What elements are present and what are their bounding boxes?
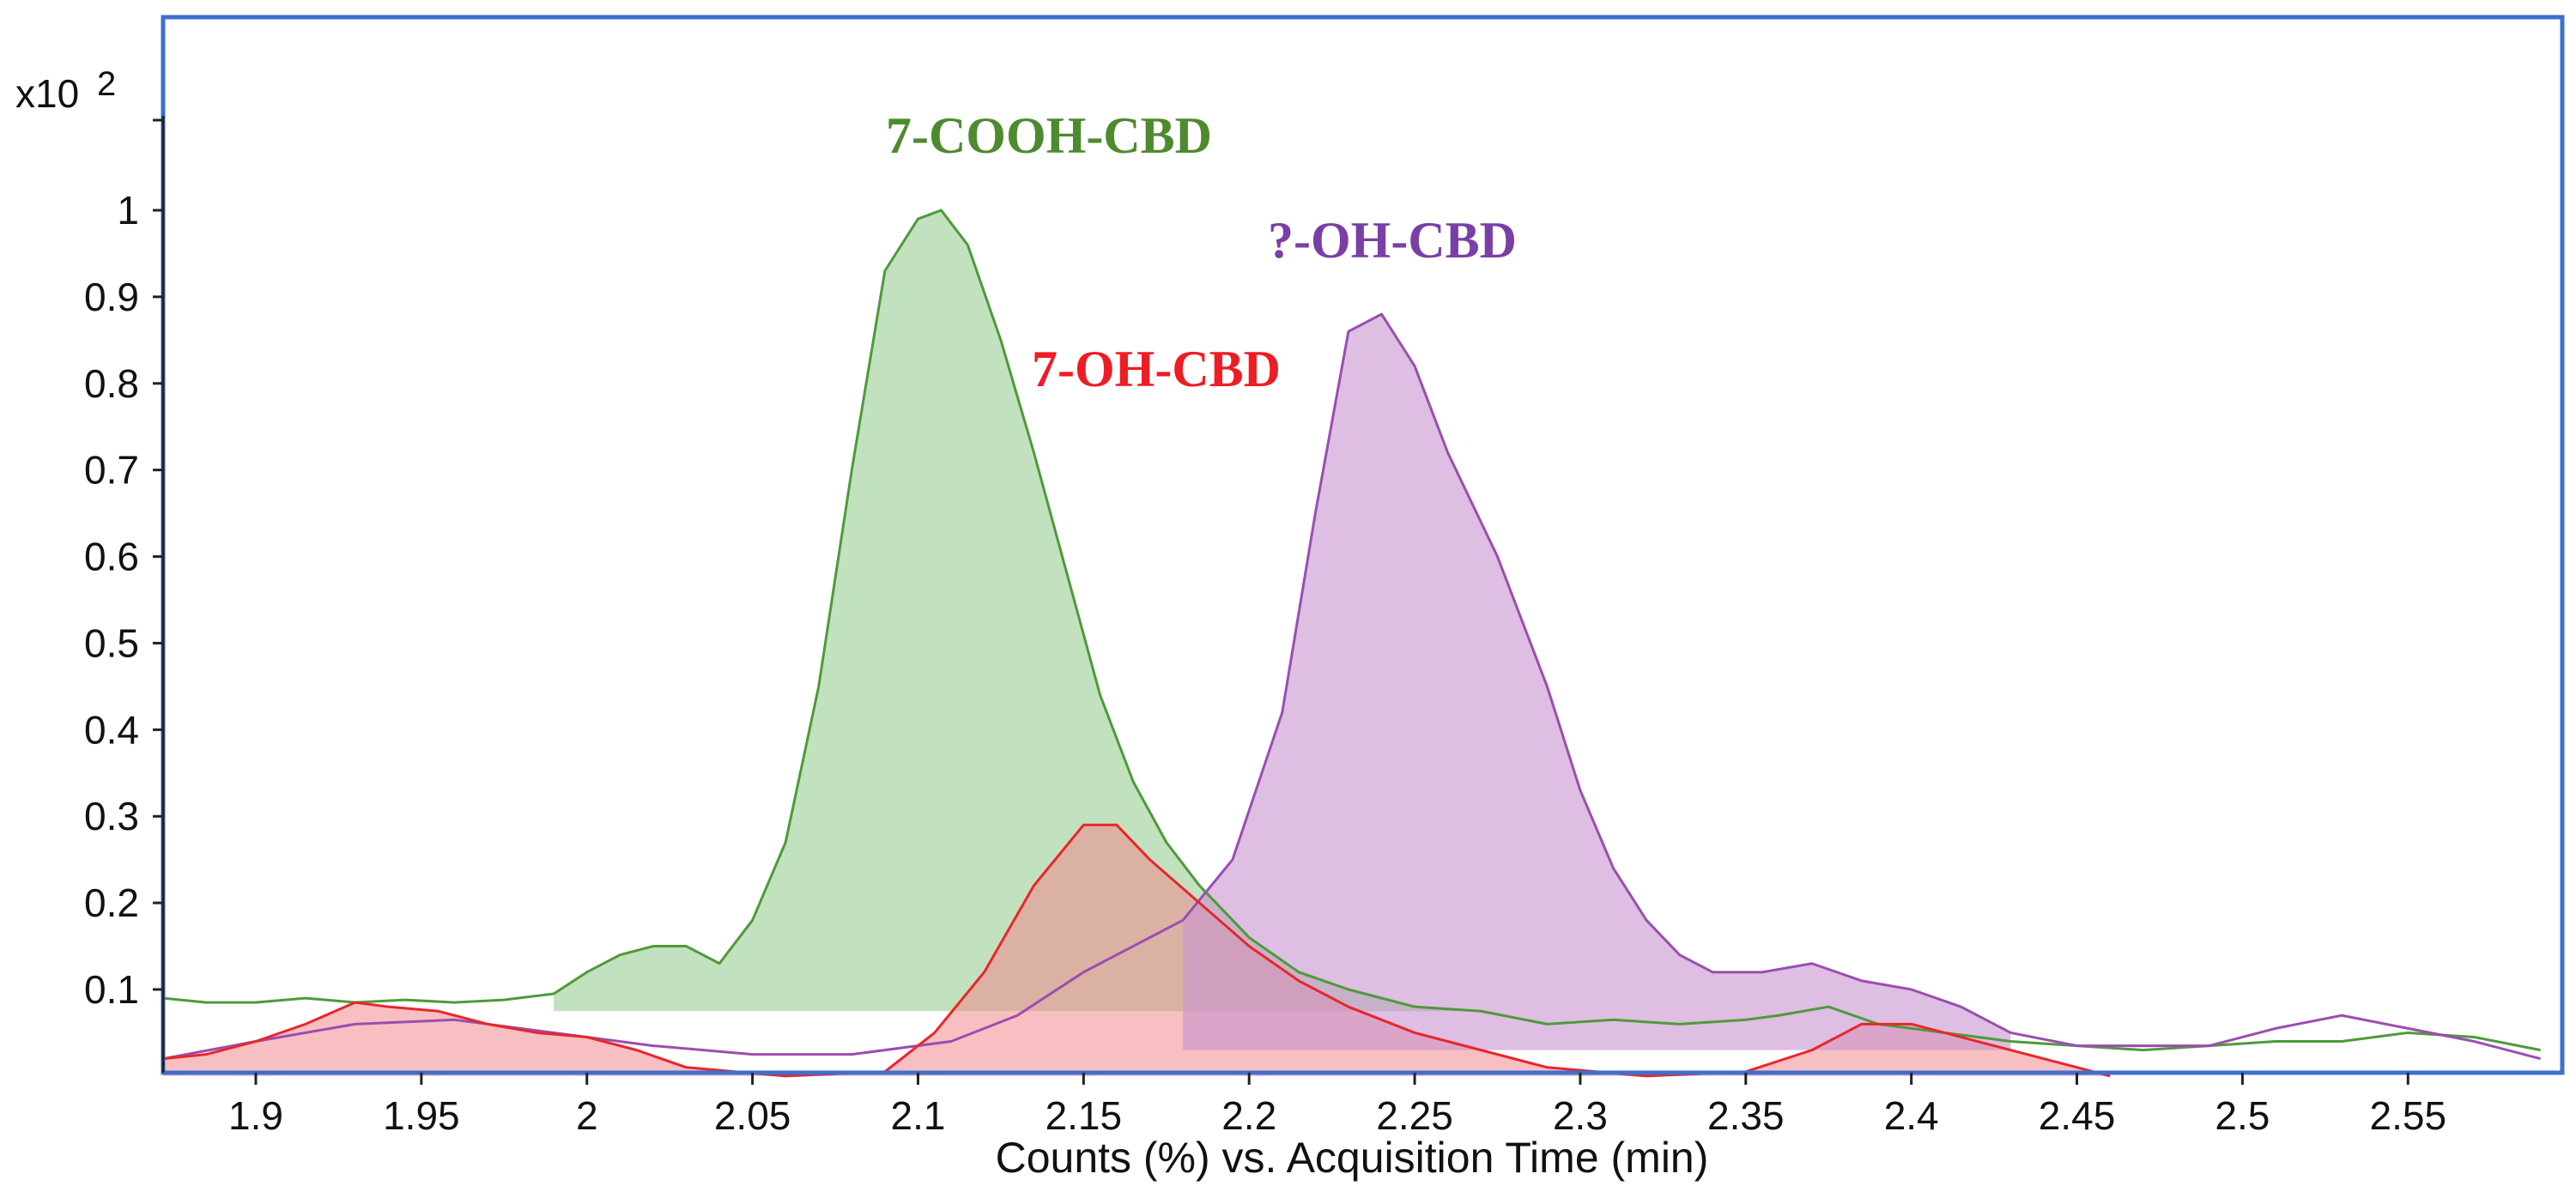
y-multiplier: x10 2 bbox=[15, 65, 116, 116]
x-axis: 1.9 1.95 2 2.05 2.1 2.15 2.2 2.25 2.3 2.35 2.4 2.45… bbox=[228, 1073, 2446, 1138]
x-tick-label: 1.9 bbox=[228, 1093, 283, 1138]
peak-label-oh-cbd: ?-OH-CBD bbox=[1268, 212, 1517, 269]
y-tick-label: 0.4 bbox=[84, 707, 139, 752]
x-tick-label: 2.25 bbox=[1376, 1093, 1453, 1138]
x-tick-label: 2.4 bbox=[1884, 1093, 1939, 1138]
series-line--oh-cbd bbox=[162, 312, 2541, 1061]
x-tick-label: 2.1 bbox=[890, 1093, 945, 1138]
x-tick-label: 1.95 bbox=[383, 1093, 460, 1138]
y-tick-label: 0.2 bbox=[84, 880, 139, 925]
x-tick-label: 2.55 bbox=[2370, 1093, 2447, 1138]
series-layer bbox=[162, 209, 2541, 1078]
x-tick-label: 2.2 bbox=[1221, 1093, 1276, 1138]
y-tick-label: 0.8 bbox=[84, 361, 139, 406]
x-tick-label: 2 bbox=[576, 1093, 598, 1138]
y-tick-label: 0.1 bbox=[84, 967, 139, 1012]
x-axis-label: Counts (%) vs. Acquisition Time (min) bbox=[996, 1134, 1709, 1182]
y-tick-label: 0.5 bbox=[84, 620, 139, 665]
y-tick-label: 0.9 bbox=[84, 275, 139, 319]
x-tick-label: 2.35 bbox=[1707, 1093, 1785, 1138]
x-tick-label: 2.45 bbox=[2039, 1093, 2116, 1138]
x-tick-label: 2.15 bbox=[1046, 1093, 1123, 1138]
peak-label-7-cooh-cbd: 7-COOH-CBD bbox=[886, 107, 1212, 164]
series-line-7-oh-cbd bbox=[162, 823, 2111, 1078]
y-axis: 0.1 0.2 0.3 0.4 0.5 0.6 0.7 0.8 0.9 1 bbox=[84, 116, 165, 1073]
y-tick-label: 0.3 bbox=[84, 794, 139, 838]
series-fill-7-oh-cbd bbox=[163, 825, 2111, 1076]
series-fill-7-cooh-cbd bbox=[554, 210, 1482, 1012]
x-tick-label: 2.05 bbox=[714, 1093, 791, 1138]
series-line-7-cooh-cbd bbox=[162, 209, 2541, 1052]
y-tick-label: 1 bbox=[117, 188, 139, 233]
y-tick-label: 0.6 bbox=[84, 535, 139, 579]
series-fill--oh-cbd bbox=[1183, 314, 2011, 1050]
peak-label-7-oh-cbd: 7-OH-CBD bbox=[1032, 341, 1281, 397]
x-tick-label: 2.3 bbox=[1553, 1093, 1608, 1138]
y-tick-label: 0.7 bbox=[84, 448, 139, 493]
x-tick-label: 2.5 bbox=[2215, 1093, 2270, 1138]
